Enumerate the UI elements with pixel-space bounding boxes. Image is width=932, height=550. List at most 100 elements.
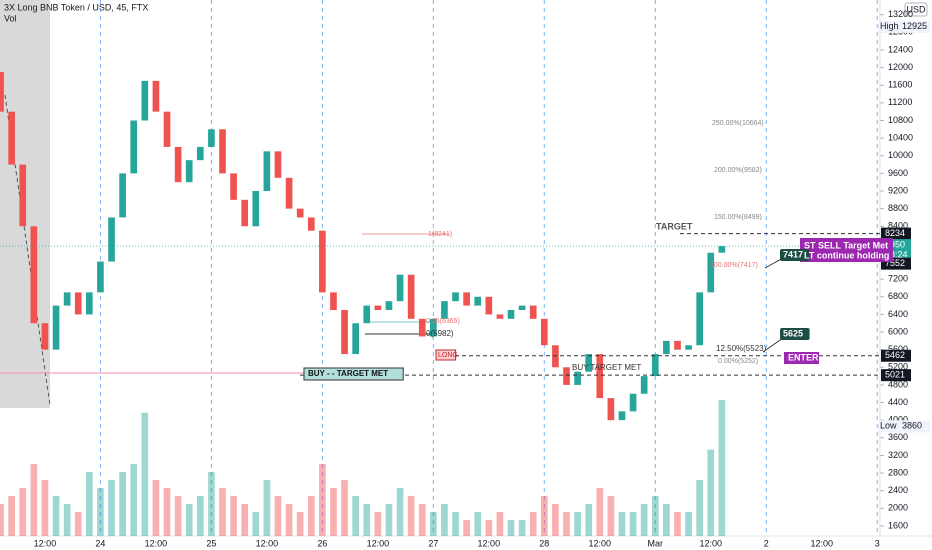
volume-bar xyxy=(108,480,115,536)
volume-bar xyxy=(474,512,482,536)
volume-bar xyxy=(563,512,570,536)
x-tick-label: 26 xyxy=(317,538,327,548)
candle-body xyxy=(274,151,282,178)
high-label: High xyxy=(880,21,899,31)
volume-bar xyxy=(485,520,493,536)
candle-body xyxy=(0,72,4,112)
volume-bar xyxy=(629,512,637,536)
y-tick-label: 5600 xyxy=(888,344,908,354)
candle-body xyxy=(252,191,260,227)
volume-bar xyxy=(640,504,648,536)
y-tick-label: 9200 xyxy=(888,185,908,195)
candle-body xyxy=(696,292,704,346)
annotation: 250.00%(10664) xyxy=(712,120,764,127)
volume-bar xyxy=(97,488,104,536)
chart-title: 3X Long BNB Token / USD, 45, FTX xyxy=(4,2,148,12)
volume-bar xyxy=(330,488,337,536)
volume-bar xyxy=(174,496,182,536)
volume-bar xyxy=(219,488,226,536)
price-label-box xyxy=(881,369,911,382)
candle-body xyxy=(574,371,581,385)
note-box xyxy=(800,238,893,262)
y-tick-label: 11200 xyxy=(888,97,912,107)
volume-bar xyxy=(63,504,71,536)
candle-body xyxy=(41,323,49,350)
y-tick-label: 1600 xyxy=(888,520,908,530)
candle-body xyxy=(596,354,604,399)
annotation: ENTER xyxy=(788,352,819,362)
last-price-label: 7950 xyxy=(885,239,905,249)
volume-bar xyxy=(663,504,670,536)
volume-bar xyxy=(407,496,415,536)
annotation: 1(8241) xyxy=(428,231,452,238)
callout-box xyxy=(780,249,810,261)
candle-body xyxy=(396,274,404,302)
y-tick-label: 8800 xyxy=(888,203,908,213)
volume-bar xyxy=(396,488,404,536)
volume-bar xyxy=(285,504,293,536)
candle-body xyxy=(196,146,204,161)
y-tick-label: 9600 xyxy=(888,168,908,178)
candle-body xyxy=(307,217,315,231)
annotation: ST SELL Target Met xyxy=(804,240,888,250)
candle-body xyxy=(86,292,93,315)
price-label: 5462 xyxy=(885,350,905,360)
candle-body xyxy=(463,292,470,306)
y-tick-label: 6400 xyxy=(888,309,908,319)
price-label-box xyxy=(881,349,911,362)
x-tick-label: 12:00 xyxy=(34,538,57,548)
candle-body xyxy=(119,173,126,218)
note-box xyxy=(435,349,457,361)
annotation: LT continue holding xyxy=(804,250,889,260)
x-tick-label: 12:00 xyxy=(478,538,501,548)
callout-box xyxy=(780,328,810,340)
candle-body xyxy=(108,217,115,262)
annotation: 0(5982) xyxy=(426,329,454,338)
candle-body xyxy=(618,411,626,421)
y-tick-label: 10400 xyxy=(888,132,913,142)
annotation: LONG xyxy=(438,352,458,359)
candle-body xyxy=(63,292,71,306)
candle-body xyxy=(407,274,415,319)
y-tick-label: 6000 xyxy=(888,326,908,336)
low-box xyxy=(878,420,930,433)
volume-bar xyxy=(552,504,559,536)
annotation: 7417 xyxy=(783,249,803,259)
x-tick-label: 12:00 xyxy=(367,538,390,548)
callout-arrow xyxy=(762,337,784,353)
volume-bar xyxy=(52,496,60,536)
y-tick-label: 10800 xyxy=(888,115,913,125)
x-tick-label: 28 xyxy=(539,538,549,548)
x-tick-label: 27 xyxy=(428,538,438,548)
note-box xyxy=(784,352,819,364)
candle-body xyxy=(74,292,82,315)
candle-body xyxy=(219,129,226,174)
x-tick-label: 12:00 xyxy=(145,538,168,548)
candle-body xyxy=(385,301,393,311)
volume-bar xyxy=(441,504,448,536)
volume-bar xyxy=(385,504,393,536)
volume-bar xyxy=(130,464,138,536)
second-price-label: 7552 xyxy=(885,258,905,268)
annotation: 100.00%(7417) xyxy=(710,262,758,269)
price-label: 8234 xyxy=(885,228,905,238)
candle-body xyxy=(474,296,482,306)
x-tick-label: 2 xyxy=(764,538,769,548)
volume-bar xyxy=(208,472,215,536)
volume-bar xyxy=(241,504,249,536)
candle-body xyxy=(507,310,515,319)
volume-bar xyxy=(230,496,237,536)
candle-body xyxy=(52,305,60,350)
x-tick-label: 3 xyxy=(875,538,880,548)
y-tick-label: 11600 xyxy=(888,80,912,90)
x-tick-label: 12:00 xyxy=(589,538,612,548)
callout-arrow xyxy=(764,257,784,269)
candle-body xyxy=(130,120,138,174)
y-tick-label: 4000 xyxy=(888,415,908,425)
candle-body xyxy=(296,208,304,218)
volume-bar xyxy=(352,496,359,536)
candle-body xyxy=(663,340,670,355)
volume-bar xyxy=(263,480,271,536)
